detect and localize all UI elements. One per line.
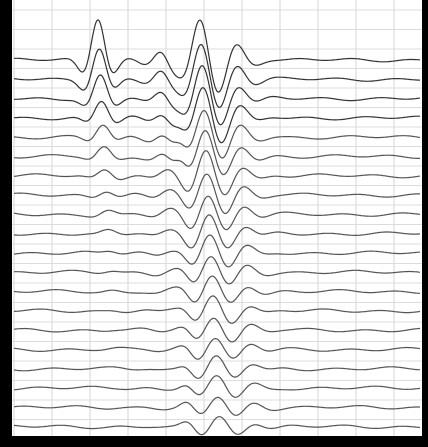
trace [13, 87, 420, 144]
trace [13, 150, 421, 196]
trace [13, 43, 420, 109]
trace [13, 129, 420, 176]
trace [14, 19, 421, 93]
trace [13, 256, 421, 285]
trace [13, 234, 421, 268]
traces [13, 19, 421, 436]
trace [13, 317, 421, 343]
plot-area [12, 0, 422, 436]
trace [13, 275, 421, 303]
trace [13, 396, 420, 416]
trace [13, 65, 421, 126]
trace [13, 375, 421, 398]
trace [13, 416, 421, 436]
trace [13, 355, 421, 379]
trace [14, 295, 421, 324]
trace [13, 195, 421, 231]
trace [13, 109, 421, 159]
trace [13, 338, 421, 360]
trace [13, 173, 420, 215]
trace [13, 214, 421, 249]
